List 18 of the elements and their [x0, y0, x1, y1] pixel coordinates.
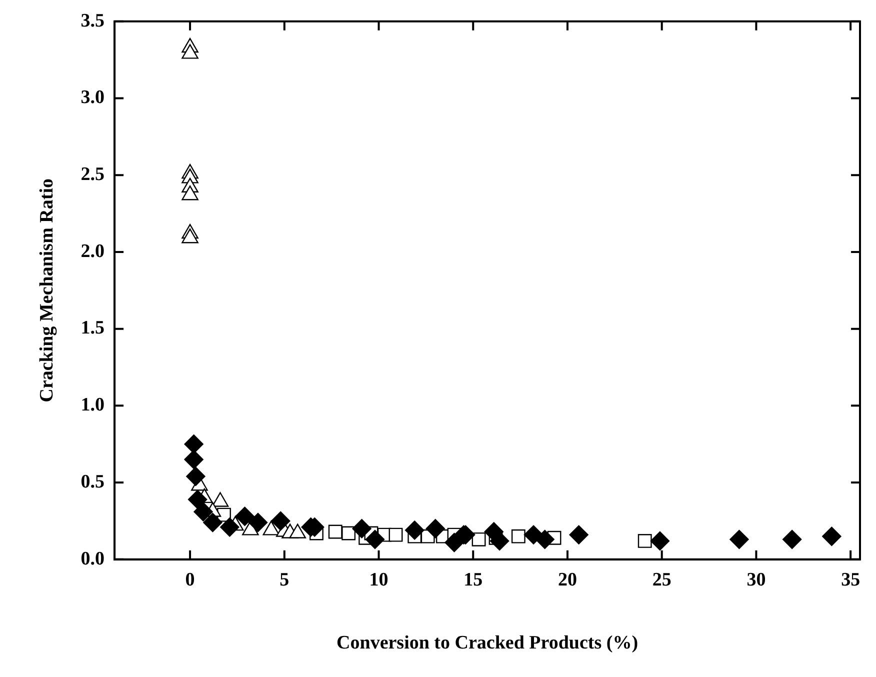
x-tick-label: 20: [558, 570, 577, 591]
y-tick-label: 3.5: [80, 10, 105, 32]
x-axis-title: Conversion to Cracked Products (%): [336, 632, 638, 654]
y-tick-label: 1.5: [80, 318, 105, 339]
x-tick-label: 15: [464, 570, 483, 591]
x-tick-label: 35: [841, 570, 860, 591]
y-tick-label: 0.0: [80, 548, 105, 570]
x-tick-label: 25: [652, 570, 672, 591]
y-axis-title: Cracking Mechanism Ratio: [36, 178, 58, 402]
x-tick-label: 5: [280, 570, 290, 591]
x-tick-label: 30: [746, 570, 766, 591]
y-tick-label: 0.5: [80, 471, 105, 492]
y-tick-label: 2.0: [80, 240, 105, 262]
y-tick-label: 1.0: [80, 394, 105, 416]
y-tick-label: 3.0: [80, 87, 105, 108]
x-tick-label: 10: [369, 570, 388, 591]
y-tick-label: 2.5: [80, 164, 105, 186]
x-tick-label: 0: [185, 570, 195, 591]
